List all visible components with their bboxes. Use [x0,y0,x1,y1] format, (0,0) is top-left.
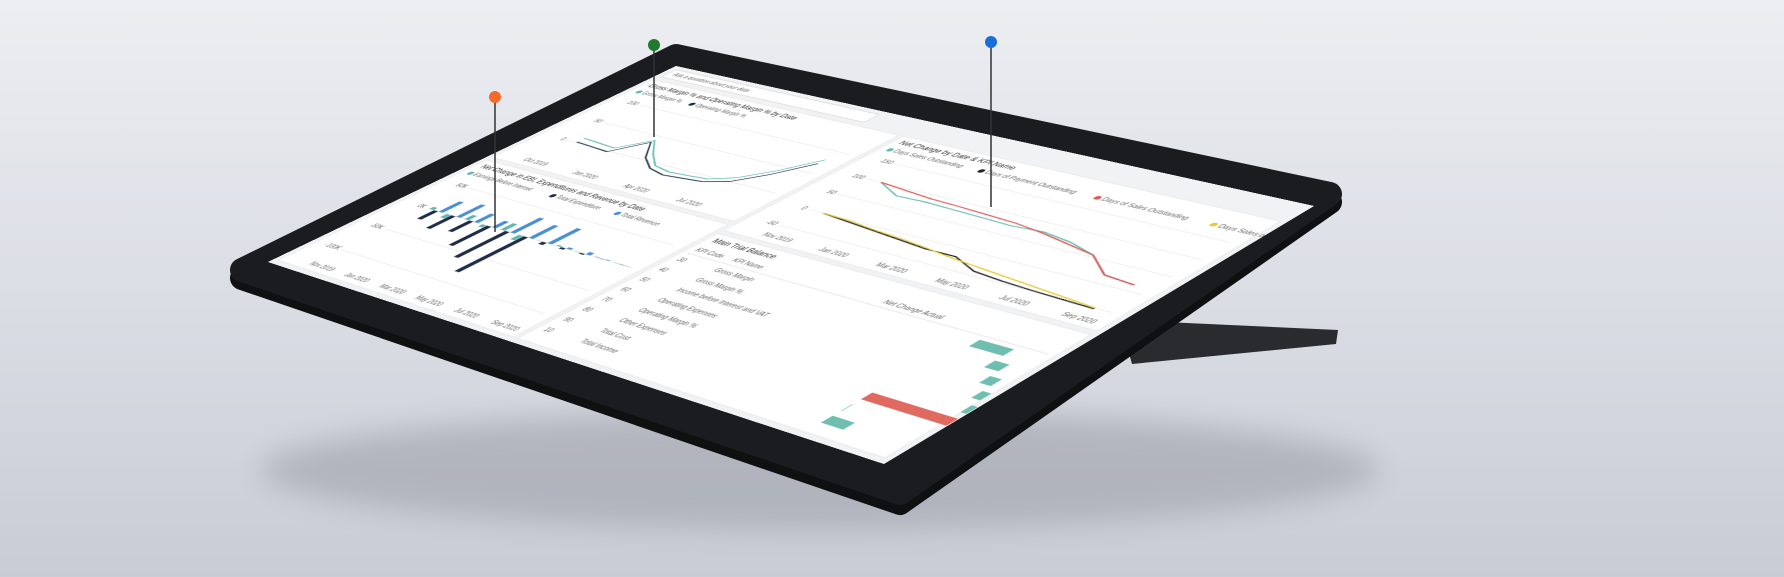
page: {"dashboard": { "search": "Ask a questio… [0,0,1784,577]
